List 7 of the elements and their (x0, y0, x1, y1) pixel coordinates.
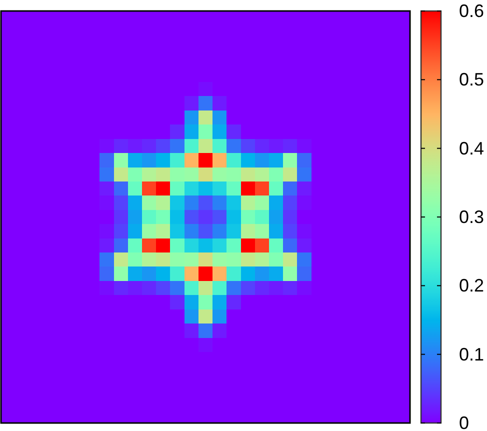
color-bar-label: 0.1 (459, 344, 484, 364)
color-bar-label: 0.3 (459, 207, 484, 227)
color-bar-label: 0.6 (459, 1, 484, 21)
color-bar-label: 0 (459, 413, 470, 431)
color-bar-label: 0.5 (459, 70, 484, 90)
color-bar-label: 0.4 (459, 138, 484, 158)
color-bar-label: 0.2 (459, 276, 484, 296)
